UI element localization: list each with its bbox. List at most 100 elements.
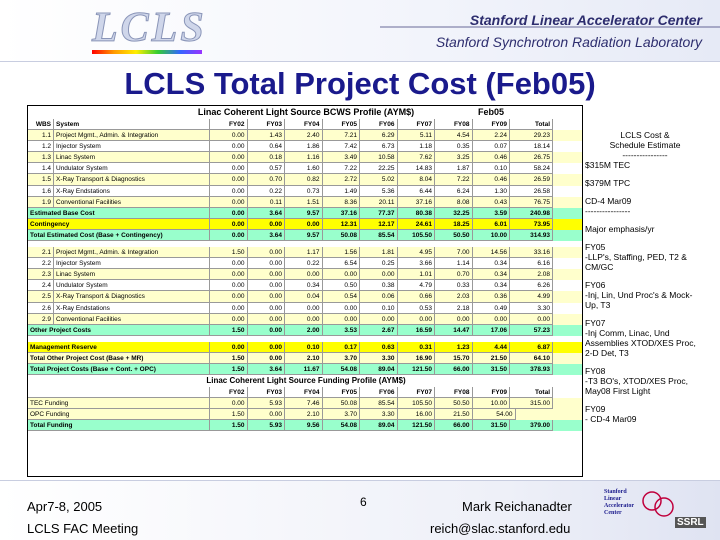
value-cell: 1.23	[435, 341, 473, 353]
table-title-text: Linac Coherent Light Source BCWS Profile…	[197, 107, 415, 117]
value-cell: 4.54	[435, 130, 473, 142]
value-cell: 0.10	[285, 341, 323, 353]
value-cell: 3.70	[322, 409, 360, 421]
column-header	[28, 387, 210, 399]
value-cell: 0.00	[247, 258, 285, 270]
value-cell: 3.53	[322, 324, 360, 336]
column-header: FY04	[285, 387, 323, 399]
value-cell: 0.34	[472, 280, 510, 292]
value-cell: 3.49	[322, 152, 360, 164]
system-cell: Undulator System	[54, 280, 210, 292]
value-cell: 5.11	[397, 130, 435, 142]
cost-table: Linac Coherent Light Source BCWS Profile…	[27, 105, 583, 477]
value-cell: 4.44	[472, 341, 510, 353]
table-row: 1.3 Linac System 0.00 0.18 1.16 3.49 10.58 7.62…	[28, 152, 582, 164]
column-header: FY06	[360, 387, 398, 399]
value-cell: 0.00	[247, 247, 285, 259]
value-cell: 0.17	[322, 341, 360, 353]
value-cell: 16.00	[397, 409, 435, 421]
column-header: FY03	[247, 387, 285, 399]
value-cell: 1.81	[360, 247, 398, 259]
value-cell: 29.23	[510, 130, 553, 142]
value-cell: 37.16	[397, 196, 435, 208]
value-cell: 2.67	[360, 324, 398, 336]
value-cell: 22.25	[360, 163, 398, 175]
value-cell: 1.60	[285, 163, 323, 175]
value-cell: 7.22	[322, 163, 360, 175]
row-label: Total Project Costs (Base + Cont. + OPC)	[28, 363, 210, 376]
value-cell: 57.23	[510, 324, 553, 336]
notes-tpc: $379M TPC	[585, 178, 631, 188]
value-cell: 0.57	[247, 163, 285, 175]
header-divider	[380, 26, 720, 28]
value-cell: 18.25	[435, 218, 473, 230]
wbs-cell: 2.5	[28, 291, 54, 303]
funding-title: Linac Coherent Light Source Funding Prof…	[206, 376, 406, 386]
value-cell: 8.04	[397, 174, 435, 186]
value-cell: 1.87	[435, 163, 473, 175]
slac-logo-graphic	[642, 491, 674, 517]
value-cell: 2.24	[472, 130, 510, 142]
wbs-cell: 2.1	[28, 247, 54, 259]
value-cell: 0.00	[210, 280, 248, 292]
notes-fy05: FY05 -LLP's, Staffing, PED, T2 & CM/GC	[585, 242, 687, 272]
value-cell: 0.10	[360, 302, 398, 314]
value-cell: 0.00	[247, 313, 285, 325]
value-cell: 12.17	[360, 218, 398, 230]
value-cell: 26.59	[510, 174, 553, 186]
value-cell: 24.61	[397, 218, 435, 230]
value-cell: 33.16	[510, 247, 553, 259]
wbs-cell: 2.3	[28, 269, 54, 281]
table-row: 2.9 Conventional Facilities 0.00 0.00 0.00 0.…	[28, 313, 582, 325]
value-cell: 240.98	[510, 207, 553, 219]
value-cell: 378.93	[510, 363, 553, 376]
slide-footer: Apr7-8, 2005 LCLS FAC Meeting 6 Mark Rei…	[0, 480, 720, 540]
value-cell: 0.49	[472, 302, 510, 314]
footer-email[interactable]: reich@slac.stanford.edu	[430, 521, 571, 536]
notes-dashes: ----------------	[622, 150, 668, 160]
wbs-cell: 1.1	[28, 130, 54, 142]
value-cell: 0.63	[360, 341, 398, 353]
value-cell: 105.50	[397, 398, 435, 410]
value-cell: 85.54	[360, 229, 398, 242]
value-cell: 2.00	[285, 324, 323, 336]
row-label: Management Reserve	[28, 341, 210, 353]
value-cell: 50.50	[435, 398, 473, 410]
value-cell: 0.18	[247, 152, 285, 164]
value-cell: 0.00	[210, 341, 248, 353]
value-cell: 0.66	[397, 291, 435, 303]
system-cell: Injector System	[54, 258, 210, 270]
value-cell: 0.34	[472, 269, 510, 281]
lcls-logo-text: LCLS	[92, 5, 207, 51]
row-label: Total Other Project Cost (Base + MR)	[28, 352, 210, 364]
value-cell: 4.79	[397, 280, 435, 292]
value-cell: 21.50	[435, 409, 473, 421]
value-cell: 77.37	[360, 207, 398, 219]
table-row: 2.6 X-Ray Endstations 0.00 0.00 0.00 0.00 0.10…	[28, 302, 582, 314]
value-cell: 0.00	[210, 196, 248, 208]
value-cell: 1.50	[210, 247, 248, 259]
value-cell: 0.07	[472, 141, 510, 153]
value-cell: 12.31	[322, 218, 360, 230]
lcls-logo-spectrum-bar	[92, 50, 202, 54]
value-cell: 11.67	[285, 363, 323, 376]
value-cell: 0.00	[247, 218, 285, 230]
value-cell: 315.00	[510, 398, 553, 410]
value-cell: 1.14	[435, 258, 473, 270]
table-row: Estimated Base Cost 0.00 3.64 9.57 37.16 77.3…	[28, 207, 582, 219]
logo-circle	[654, 497, 674, 517]
table-row: Contingency 0.00 0.00 0.00 12.31 12.17 24.61 18…	[28, 218, 582, 230]
value-cell: 2.10	[285, 409, 323, 421]
system-cell: X-Ray Transport & Diagnostics	[54, 291, 210, 303]
value-cell: 0.00	[510, 313, 553, 325]
value-cell: 1.50	[210, 363, 248, 376]
value-cell: 0.00	[210, 313, 248, 325]
row-label: TEC Funding	[28, 398, 210, 410]
row-label: Contingency	[28, 218, 210, 230]
value-cell: 2.03	[435, 291, 473, 303]
wbs-cell: 1.6	[28, 185, 54, 197]
wbs-cell: 2.4	[28, 280, 54, 292]
column-header: FY08	[435, 387, 473, 399]
table-row: 2.3 Linac System 0.00 0.00 0.00 0.00 0.00 1.01 0…	[28, 269, 582, 281]
value-cell: 3.30	[510, 302, 553, 314]
